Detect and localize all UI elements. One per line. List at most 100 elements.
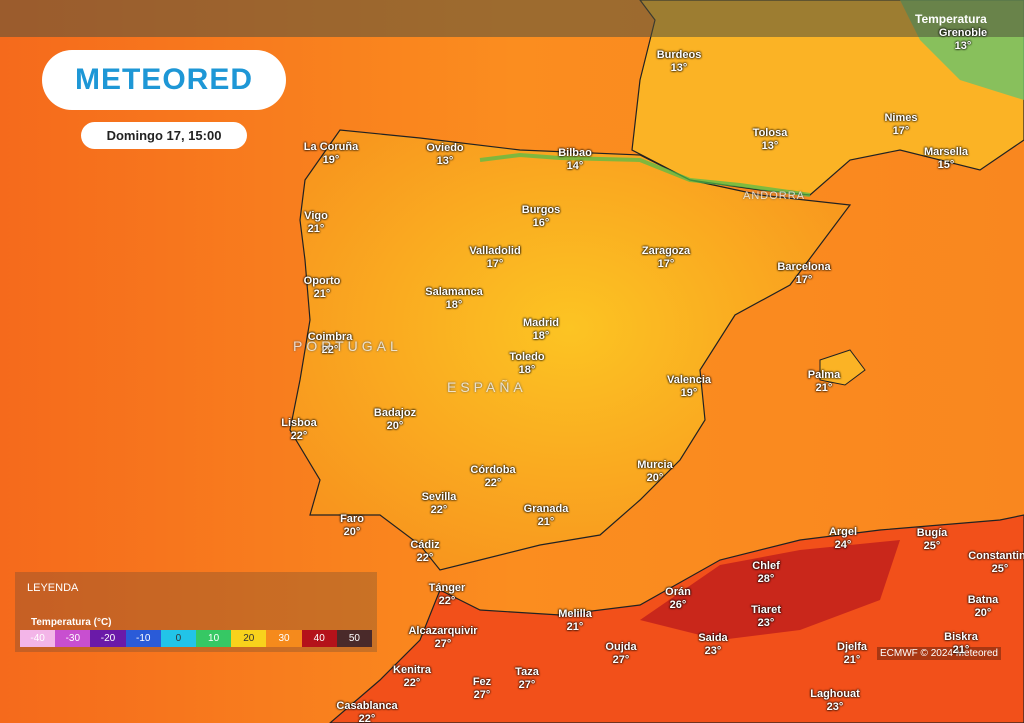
city-label: Oporto 21° [304, 275, 341, 301]
city-label: Barcelona 17° [777, 261, 830, 287]
city-name: Melilla [558, 608, 592, 620]
country-label: ANDORRA [743, 190, 806, 202]
city-name: Valladolid [469, 245, 521, 257]
city-temp: 21° [537, 516, 555, 528]
city-name: Oporto [303, 275, 341, 287]
city-temp: 13° [670, 62, 688, 74]
city-name: Badajoz [373, 407, 417, 419]
city-label: Burdeos 13° [657, 49, 702, 75]
city-temp: 27° [518, 679, 536, 691]
city-label: Valencia 19° [667, 374, 711, 400]
city-label: Burgos 16° [522, 204, 561, 230]
city-label: Tolosa 13° [753, 127, 788, 153]
city-temp: 22° [430, 504, 448, 516]
city-name: Toledo [509, 351, 545, 363]
city-temp: 22° [403, 677, 421, 689]
city-label: Orán 26° [665, 586, 691, 612]
city-temp: 15° [937, 159, 955, 171]
city-label: Batna 20° [968, 594, 999, 620]
city-label: Alcazarquivir 27° [408, 625, 477, 651]
city-label: Chlef 28° [752, 560, 780, 586]
city-label: Kenitra 22° [393, 664, 431, 690]
city-name: Laghouat [810, 688, 860, 700]
city-temp: 20° [386, 420, 404, 432]
city-temp: 21° [313, 288, 331, 300]
city-temp: 22° [438, 595, 456, 607]
city-temp: 19° [680, 387, 698, 399]
city-temp: 21° [566, 621, 584, 633]
scale-label: -40 [20, 630, 56, 647]
city-label: Nimes 17° [884, 112, 917, 138]
city-name: Tolosa [752, 127, 788, 139]
city-label: Melilla 21° [558, 608, 592, 634]
city-name: Valencia [666, 374, 712, 386]
city-name: Granada [523, 503, 569, 515]
city-name: Biskra [944, 631, 978, 643]
city-temp: 14° [566, 160, 584, 172]
city-temp: 27° [612, 654, 630, 666]
scale-label: 40 [301, 630, 337, 647]
city-temp: 22° [290, 430, 308, 442]
city-temp: 13° [436, 155, 454, 167]
city-name: Murcia [637, 459, 673, 471]
city-label: Marsella 15° [924, 146, 968, 172]
city-label: Cádiz 22° [410, 539, 439, 565]
city-temp: 21° [815, 382, 833, 394]
city-temp: 16° [532, 217, 550, 229]
city-name: Orán [665, 586, 691, 598]
city-temp: 23° [826, 701, 844, 713]
city-temp: 22° [358, 713, 376, 723]
city-label: Sevilla 22° [422, 491, 457, 517]
country-label: ESPAÑA [447, 379, 527, 395]
logo[interactable]: METEORED [42, 50, 286, 110]
city-name: Sevilla [421, 491, 457, 503]
city-name: Zaragoza [641, 245, 691, 257]
city-name: Marsella [923, 146, 969, 158]
city-name: Oviedo [426, 142, 464, 154]
city-temp: 17° [657, 258, 675, 270]
city-label: Coimbra 22° [308, 331, 353, 357]
top-bar [0, 0, 1024, 37]
city-label: Zaragoza 17° [642, 245, 690, 271]
city-name: Saida [698, 632, 728, 644]
city-name: Tánger [428, 582, 466, 594]
city-label: Grenoble 13° [939, 27, 987, 53]
city-temp: 23° [757, 617, 775, 629]
city-name: Barcelona [777, 261, 831, 273]
city-name: Batna [967, 594, 999, 606]
city-temp: 25° [991, 563, 1009, 575]
scale-label: 0 [160, 630, 197, 647]
city-name: Bilbao [558, 147, 592, 159]
city-label: Valladolid 17° [469, 245, 520, 271]
legend-subtitle: Temperatura (°C) [31, 617, 112, 628]
country-label: PORTUGAL [293, 338, 402, 354]
city-temp: 24° [834, 539, 852, 551]
city-label: Laghouat 23° [810, 688, 860, 714]
city-label: Palma 21° [808, 369, 840, 395]
city-label: Faro 20° [340, 513, 364, 539]
scale-label: -30 [55, 630, 91, 647]
city-name: Cádiz [410, 539, 440, 551]
city-name: Fez [472, 676, 492, 688]
city-label: Djelfa 21° [837, 641, 867, 667]
city-temp: 20° [646, 472, 664, 484]
city-label: Oujda 27° [605, 641, 636, 667]
city-temp: 27° [473, 689, 491, 701]
credit: ECMWF © 2024 Meteored [877, 647, 1001, 660]
city-temp: 23° [704, 645, 722, 657]
legend: LEYENDA Temperatura (°C) -40 -30 -20 -10 0 10… [15, 572, 377, 652]
city-temp: 18° [518, 364, 536, 376]
city-temp: 17° [892, 125, 910, 137]
scale-label: 50 [336, 630, 373, 647]
layer-title[interactable]: Temperatura [915, 12, 987, 26]
city-label: Biskra 21° [944, 631, 978, 657]
city-temp: 22° [484, 477, 502, 489]
city-name: Madrid [522, 317, 560, 329]
city-label: Córdoba 22° [470, 464, 515, 490]
city-name: Constantina [968, 550, 1024, 562]
city-label: Casablanca 22° [336, 700, 397, 723]
city-name: La Coruña [303, 141, 359, 153]
city-temp: 13° [954, 40, 972, 52]
scale-label: 20 [231, 630, 267, 647]
